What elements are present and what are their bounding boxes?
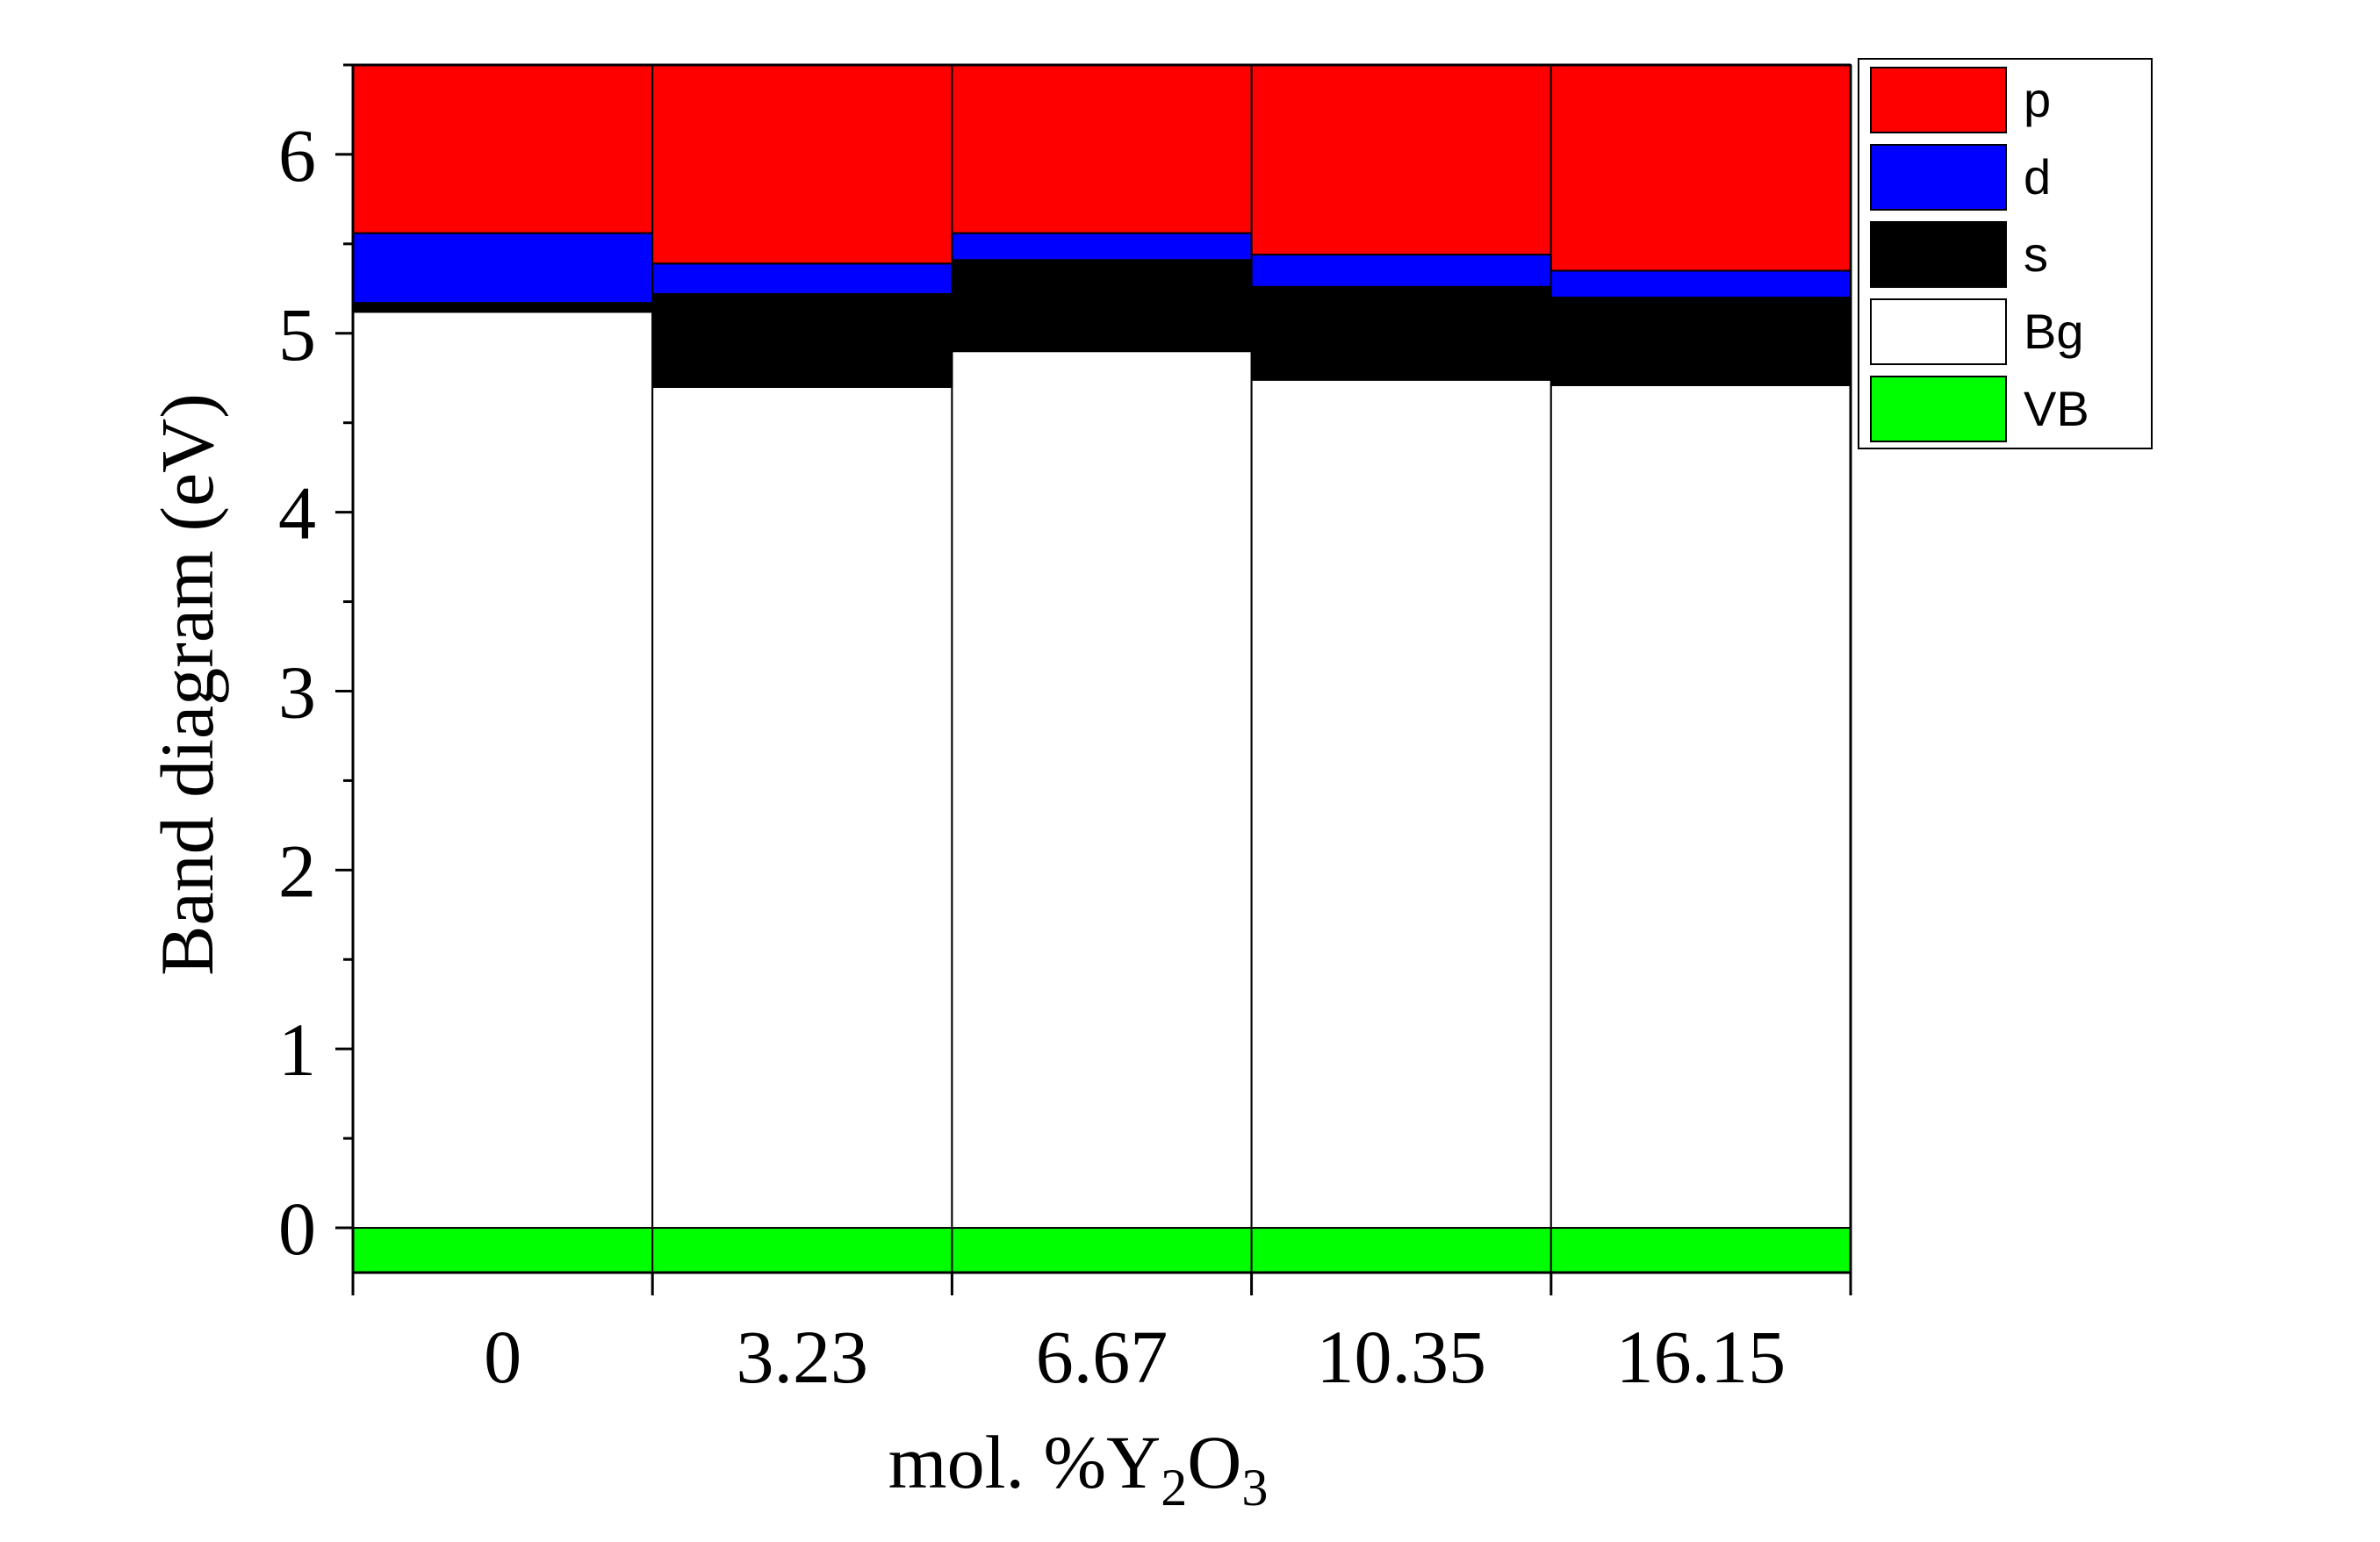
x-axis-title-part: mol. %Y — [888, 1420, 1161, 1504]
bar-segment-d-1 — [651, 262, 953, 295]
y-tick-label: 1 — [278, 1008, 316, 1092]
bar-segment-vb-1 — [651, 1227, 953, 1273]
legend-swatch-vb — [1870, 376, 2007, 442]
x-axis-title-part: O — [1187, 1420, 1241, 1504]
x-tick-label: 3.23 — [737, 1315, 869, 1399]
legend-label-bg: Bg — [2024, 304, 2084, 359]
legend-swatch-p — [1870, 67, 2007, 133]
bar-segment-vb-3 — [1250, 1227, 1552, 1273]
bar-segment-p-0 — [352, 64, 654, 234]
legend-swatch-d — [1870, 144, 2007, 211]
legend-swatch-bg — [1870, 298, 2007, 365]
bar-segment-s-3 — [1250, 285, 1552, 381]
x-tick-label: 16.15 — [1616, 1315, 1787, 1399]
bar-segment-p-4 — [1550, 64, 1852, 272]
x-tick-label: 6.67 — [1036, 1315, 1168, 1399]
legend-label-s: s — [2024, 226, 2048, 282]
bar-segment-s-4 — [1550, 297, 1852, 386]
bar-segment-p-2 — [951, 64, 1253, 234]
bar-segment-d-3 — [1250, 254, 1552, 288]
bar-segment-vb-0 — [352, 1227, 654, 1273]
legend: pds Bg VB — [1858, 58, 2153, 449]
bar-segment-d-4 — [1550, 269, 1852, 299]
x-axis-title: mol. %Y2O3 — [888, 1420, 1269, 1517]
bar-segment-d-2 — [951, 232, 1253, 262]
bar-segment-vb-4 — [1550, 1227, 1852, 1273]
x-axis: 0 3.23 6.67 10.35 16.15 — [351, 1273, 1852, 1399]
bar-segment-s-1 — [651, 292, 953, 388]
bar-segment-d-0 — [352, 232, 654, 305]
bar-segment-bg-1 — [651, 385, 953, 1230]
bar-segment-p-1 — [651, 64, 953, 265]
y-axis-title: Band diagram (eV) — [145, 393, 229, 976]
bar-segment-bg-4 — [1550, 384, 1852, 1230]
bar-stacks — [352, 64, 1852, 1273]
bar-segment-s-0 — [352, 302, 654, 313]
y-tick-label: 6 — [278, 113, 316, 197]
bar-segment-vb-2 — [951, 1227, 1253, 1273]
y-tick-label: 3 — [278, 649, 316, 734]
legend-label-vb: VB — [2024, 381, 2089, 436]
bar-segment-s-2 — [951, 259, 1253, 353]
bar-segment-bg-3 — [1250, 378, 1552, 1230]
y-tick-label: 4 — [278, 471, 316, 556]
bar-segment-bg-2 — [951, 350, 1253, 1230]
y-tick-label: 0 — [278, 1187, 316, 1271]
x-axis-title-subscript: 3 — [1241, 1459, 1268, 1517]
y-axis: 0 1 2 3 4 5 6 — [278, 63, 353, 1271]
legend-label-d: d — [2024, 149, 2051, 204]
y-tick-label: 2 — [278, 828, 316, 913]
y-tick-label: 5 — [278, 292, 316, 377]
x-tick-label: 0 — [484, 1315, 521, 1399]
legend-swatch-s — [1870, 221, 2007, 288]
x-tick-label: 10.35 — [1316, 1315, 1486, 1399]
legend-label-p: p — [2024, 72, 2051, 127]
plot-frame — [351, 63, 1852, 1274]
bar-segment-p-3 — [1250, 64, 1552, 256]
bar-segment-bg-0 — [352, 311, 654, 1230]
x-axis-title-subscript: 2 — [1161, 1459, 1187, 1517]
